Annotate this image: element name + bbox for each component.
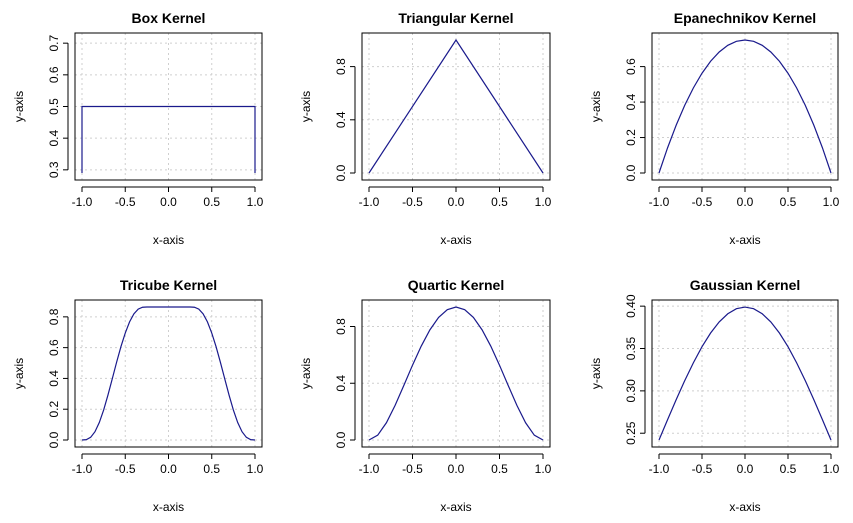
y-axis-label: y-axis xyxy=(299,358,313,389)
y-tick-label: 0.7 xyxy=(47,35,61,52)
chart-title: Tricube Kernel xyxy=(120,277,217,293)
kernel-curve xyxy=(368,306,544,441)
y-tick-label: 0.0 xyxy=(334,164,348,181)
y-tick-label: 0.2 xyxy=(47,401,61,418)
x-tick-label: -0.5 xyxy=(692,462,713,476)
y-tick-label: 0.30 xyxy=(624,379,638,403)
x-tick-label: -0.5 xyxy=(402,195,423,209)
y-tick-label: 0.5 xyxy=(47,98,61,115)
chart-panel-6: -1.0 -0.5 0.0 0.5 1.0 0.25 0.30 0.35 0.40 Gaussia… xyxy=(589,277,840,514)
y-tick-label: 0.4 xyxy=(47,370,61,387)
chart-panel-3: -1.0 -0.5 0.0 0.5 1.0 0.0 0.2 0.4 0.6 Epanechniko… xyxy=(589,10,840,247)
x-tick-label: 0.5 xyxy=(491,195,508,209)
y-tick-label: 0.6 xyxy=(47,66,61,83)
x-tick-label: 0.5 xyxy=(203,462,220,476)
chart-title: Box Kernel xyxy=(132,10,206,26)
y-axis-label: y-axis xyxy=(589,358,603,389)
y-tick-label: 0.25 xyxy=(624,421,638,445)
plot-frame xyxy=(361,32,551,181)
kernel-curve xyxy=(81,105,256,173)
y-tick-label: 0.6 xyxy=(47,339,61,356)
y-tick-label: 0.6 xyxy=(624,58,638,75)
x-tick-label: -1.0 xyxy=(72,462,93,476)
y-tick-label: 0.0 xyxy=(47,431,61,448)
y-tick-label: 0.4 xyxy=(334,375,348,392)
x-tick-label: 1.0 xyxy=(823,462,840,476)
plot-frame xyxy=(651,32,839,181)
kernel-curve xyxy=(368,38,544,174)
y-tick-label: 0.0 xyxy=(624,164,638,181)
y-tick-label: 0.0 xyxy=(334,431,348,448)
y-tick-label: 0.4 xyxy=(334,111,348,128)
chart-panel-4: -1.0 -0.5 0.0 0.5 1.0 0.0 0.2 0.4 0.6 0.8 Tricube … xyxy=(12,277,264,514)
x-tick-label: 1.0 xyxy=(535,195,552,209)
x-tick-label: 0.5 xyxy=(203,195,220,209)
chart-title: Triangular Kernel xyxy=(398,10,513,26)
x-tick-label: 0.0 xyxy=(448,195,465,209)
y-tick-label: 0.4 xyxy=(624,93,638,110)
x-tick-label: -1.0 xyxy=(72,195,93,209)
x-tick-label: 0.5 xyxy=(491,462,508,476)
chart-title: Quartic Kernel xyxy=(408,277,504,293)
plot-frame xyxy=(74,299,263,448)
x-tick-label: -1.0 xyxy=(649,195,670,209)
x-tick-label: -1.0 xyxy=(359,195,380,209)
chart-title: Epanechnikov Kernel xyxy=(674,10,816,26)
y-axis-label: y-axis xyxy=(299,91,313,122)
kernel-curve xyxy=(658,39,832,174)
x-tick-label: 0.0 xyxy=(160,462,177,476)
plot-frame xyxy=(74,32,263,181)
x-tick-label: 0.5 xyxy=(780,195,797,209)
y-tick-label: 0.8 xyxy=(334,58,348,75)
chart-panel-2: -1.0 -0.5 0.0 0.5 1.0 0.0 0.4 0.8 Triangular Ker… xyxy=(299,10,552,247)
chart-panel-1: -1.0 -0.5 0.0 0.5 1.0 0.3 0.4 0.5 0.6 0.7 Box Kern… xyxy=(12,10,264,247)
y-tick-label: 0.8 xyxy=(334,318,348,335)
x-tick-label: -1.0 xyxy=(359,462,380,476)
x-axis-label: x-axis xyxy=(153,233,184,247)
y-tick-label: 0.2 xyxy=(624,129,638,146)
x-tick-label: -0.5 xyxy=(115,195,136,209)
plot-frame xyxy=(651,299,839,448)
x-tick-label: -1.0 xyxy=(649,462,670,476)
chart-title: Gaussian Kernel xyxy=(690,277,801,293)
x-tick-label: 1.0 xyxy=(823,195,840,209)
x-axis-label: x-axis xyxy=(440,233,471,247)
x-tick-label: 0.5 xyxy=(780,462,797,476)
x-tick-label: -0.5 xyxy=(402,462,423,476)
kernel-curve xyxy=(81,306,256,441)
y-axis-label: y-axis xyxy=(589,91,603,122)
x-axis-label: x-axis xyxy=(440,500,471,514)
y-axis-label: y-axis xyxy=(12,91,26,122)
x-tick-label: -0.5 xyxy=(115,462,136,476)
y-tick-label: 0.3 xyxy=(47,161,61,178)
x-tick-label: 1.0 xyxy=(247,195,264,209)
plot-frame xyxy=(361,299,551,448)
x-axis-label: x-axis xyxy=(153,500,184,514)
y-tick-label: 0.4 xyxy=(47,130,61,147)
y-tick-label: 0.35 xyxy=(624,337,638,361)
x-tick-label: 0.0 xyxy=(448,462,465,476)
y-axis-label: y-axis xyxy=(12,358,26,389)
x-tick-label: 0.0 xyxy=(737,462,754,476)
x-axis-label: x-axis xyxy=(729,500,760,514)
x-tick-label: 1.0 xyxy=(535,462,552,476)
x-tick-label: 1.0 xyxy=(247,462,264,476)
y-tick-label: 0.8 xyxy=(47,308,61,325)
x-tick-label: 0.0 xyxy=(160,195,177,209)
x-axis-label: x-axis xyxy=(729,233,760,247)
x-tick-label: -0.5 xyxy=(692,195,713,209)
kernel-curve xyxy=(658,306,832,441)
x-tick-label: 0.0 xyxy=(737,195,754,209)
y-tick-label: 0.40 xyxy=(624,294,638,318)
chart-panel-5: -1.0 -0.5 0.0 0.5 1.0 0.0 0.4 0.8 Quartic Kernel… xyxy=(299,277,552,514)
